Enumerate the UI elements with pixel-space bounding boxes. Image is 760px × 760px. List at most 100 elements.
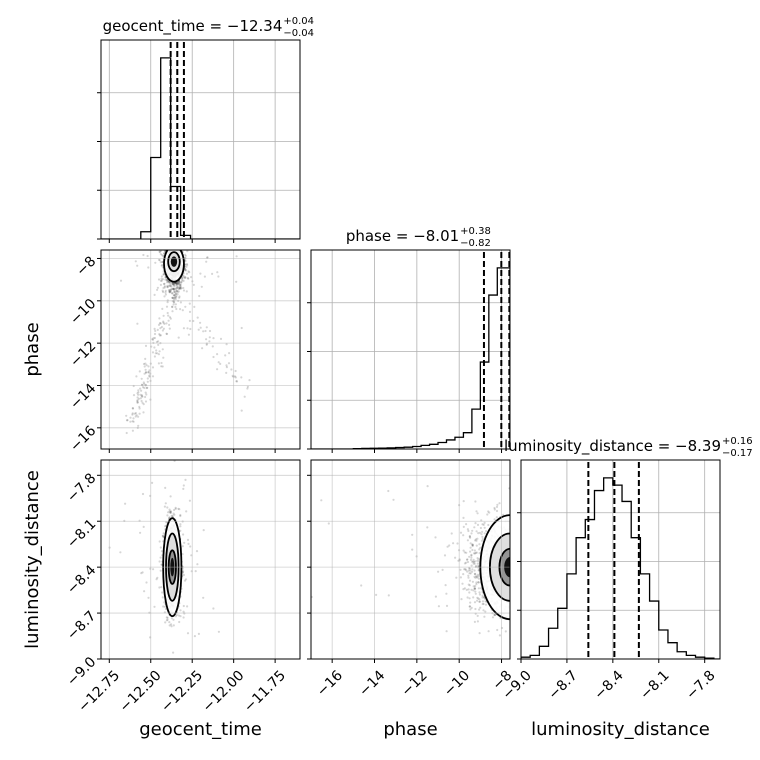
histogram-luminosity_distance <box>521 477 720 659</box>
sample-point <box>525 557 527 559</box>
sample-point <box>515 530 517 532</box>
sample-point <box>157 362 160 365</box>
sample-point <box>138 370 141 373</box>
sample-point <box>475 564 478 568</box>
sample-point <box>159 283 162 286</box>
sample-point <box>169 433 171 435</box>
title-text: luminosity_distance = −8.39 <box>504 437 721 456</box>
sample-point <box>514 535 516 537</box>
sample-point <box>473 575 476 578</box>
sample-point <box>163 601 166 604</box>
sample-point <box>461 582 464 585</box>
sample-point <box>473 526 476 529</box>
sample-point <box>178 287 181 290</box>
sample-point <box>522 571 524 573</box>
sample-point <box>153 327 156 330</box>
title-lower: −0.04 <box>283 28 314 39</box>
sample-point <box>186 264 189 267</box>
sample-point <box>475 510 478 513</box>
sample-point <box>600 526 602 528</box>
sample-point <box>156 328 159 331</box>
sample-point <box>482 609 485 612</box>
sample-point <box>549 579 551 581</box>
sample-point <box>173 247 175 249</box>
sample-point <box>518 602 520 604</box>
sample-point <box>170 288 173 291</box>
sample-point <box>179 283 182 286</box>
sample-point <box>174 615 177 618</box>
sample-point <box>516 556 518 558</box>
sample-point <box>164 247 166 249</box>
sample-point <box>180 281 183 284</box>
sample-point <box>513 535 515 537</box>
sample-point <box>153 239 155 241</box>
sample-point <box>511 571 513 573</box>
sample-point <box>548 614 550 616</box>
sample-point <box>178 286 181 289</box>
sample-point <box>514 567 516 569</box>
sample-point <box>162 532 165 535</box>
sample-point <box>635 522 637 524</box>
sample-point <box>161 263 164 267</box>
sample-point <box>487 510 490 513</box>
sample-point <box>517 562 519 564</box>
sample-point <box>168 281 172 284</box>
sample-point <box>468 591 471 594</box>
sample-point <box>176 289 179 292</box>
sample-point <box>159 556 162 559</box>
sample-point <box>180 246 182 248</box>
sample-point <box>162 536 165 539</box>
sample-point <box>360 584 363 587</box>
sample-point <box>522 581 524 583</box>
x-tick-labels-luminosity_distance: −9.0 −8.7 −8.4 −8.1 −7.8 <box>500 668 719 703</box>
sample-point <box>527 555 529 557</box>
sample-point <box>544 573 546 575</box>
sample-point <box>529 545 531 547</box>
sample-point <box>515 570 517 572</box>
sample-point <box>173 247 175 249</box>
sample-point <box>170 242 172 244</box>
sample-point <box>182 289 186 292</box>
sample-point <box>225 343 228 346</box>
sample-point <box>175 287 178 290</box>
sample-point <box>552 614 554 616</box>
sample-point <box>411 548 414 551</box>
sample-point <box>474 607 477 611</box>
sample-point <box>514 624 516 626</box>
sample-point <box>171 292 174 295</box>
sample-point <box>533 526 535 528</box>
sample-point <box>512 550 514 552</box>
sample-point <box>159 261 162 264</box>
sample-point <box>515 547 517 549</box>
sample-point <box>512 562 514 564</box>
sample-point <box>485 530 488 533</box>
sample-point <box>170 623 173 626</box>
sample-point <box>168 280 171 284</box>
sample-point <box>517 586 519 588</box>
sample-point <box>179 287 182 290</box>
sample-point <box>240 326 243 330</box>
sample-point <box>161 240 163 242</box>
sample-point <box>515 562 517 564</box>
sample-point <box>139 393 142 396</box>
sample-point <box>513 588 515 590</box>
sample-point <box>186 276 189 280</box>
sample-point <box>140 399 143 403</box>
sample-point <box>199 210 201 212</box>
sample-point <box>601 502 603 504</box>
sample-point <box>153 605 156 608</box>
sample-point <box>175 613 178 617</box>
sample-point <box>139 387 142 390</box>
sample-point <box>476 573 479 577</box>
sample-point <box>172 284 175 287</box>
sample-point <box>161 591 164 594</box>
sample-point <box>161 329 164 332</box>
sample-point <box>525 593 527 595</box>
sample-point <box>535 565 537 567</box>
sample-point <box>164 221 166 223</box>
sample-point <box>160 275 163 278</box>
sample-point <box>515 547 517 549</box>
sample-point <box>462 588 465 591</box>
sample-point <box>201 347 204 350</box>
sample-point <box>160 563 163 566</box>
